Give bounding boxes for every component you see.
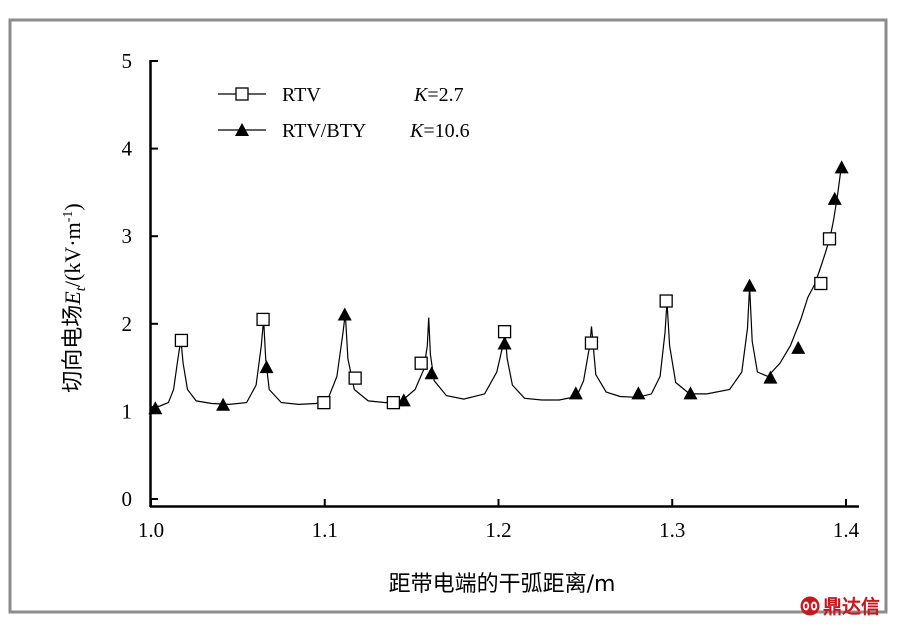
marker-rtv-bty [791, 340, 806, 354]
y-tick-label: 0 [122, 487, 133, 511]
x-tick-label: 1.0 [138, 518, 164, 542]
x-tick-label: 1.3 [659, 518, 685, 542]
marker-rtv [584, 336, 599, 350]
legend-marker-triangle [235, 123, 249, 136]
legend-label-rtv: RTV [282, 84, 321, 106]
marker-rtv [174, 333, 189, 348]
marker-rtv [317, 395, 331, 410]
marker-rtv-bty [337, 307, 352, 321]
marker-rtv-bty [742, 278, 757, 292]
legend-marker-square [235, 87, 249, 101]
marker-rtv [814, 276, 828, 291]
legend-k-rtv-bty: K=10.6 [409, 120, 470, 142]
marker-rtv [386, 395, 401, 410]
y-tick-label: 3 [122, 224, 133, 248]
marker-rtv-bty [568, 386, 583, 400]
y-tick-label: 4 [122, 137, 133, 161]
marker-rtv-bty [259, 360, 274, 374]
marker-rtv-bty [683, 386, 698, 400]
series-markers [148, 160, 849, 415]
marker-rtv-bty [497, 336, 512, 350]
legend-label-rtv-bty: RTV/BTY [282, 120, 366, 142]
y-tick-label: 2 [122, 312, 133, 336]
legend-item-rtv-bty: RTV/BTY K=10.6 [218, 120, 470, 142]
marker-rtv [256, 312, 270, 327]
y-tick-label: 1 [122, 399, 133, 423]
marker-rtv-bty [834, 160, 849, 174]
marker-rtv-bty [827, 191, 842, 205]
watermark: 鼎达信 [800, 595, 880, 618]
marker-rtv-bty [396, 393, 411, 407]
marker-rtv [822, 232, 837, 246]
x-tick-label: 1.4 [833, 518, 860, 542]
marker-rtv-bty [424, 366, 439, 380]
watermark-text: 鼎达信 [823, 595, 880, 618]
y-axis-title: 切向电场Et/(kV·m-1) [60, 203, 89, 392]
x-axis-title: 距带电端的干弧距离/m [389, 572, 616, 597]
watermark-logo-icon [800, 596, 820, 616]
marker-rtv-bty [148, 401, 163, 415]
plot-area: 0 1 2 3 4 5 1.0 1.1 1.2 1.3 1.4 [122, 49, 860, 542]
marker-rtv [497, 325, 512, 339]
y-tick-label: 5 [122, 49, 133, 73]
x-tick-label: 1.1 [312, 518, 338, 542]
axis-tick-labels: 0 1 2 3 4 5 1.0 1.1 1.2 1.3 1.4 [122, 49, 860, 542]
marker-rtv [348, 371, 362, 385]
legend: RTV K=2.7 RTV/BTY K=10.6 [218, 84, 470, 142]
axis-ticks [150, 60, 847, 507]
legend-k-rtv: K=2.7 [413, 84, 464, 106]
marker-rtv-bty [631, 386, 646, 400]
x-tick-label: 1.2 [485, 518, 511, 542]
figure-frame [8, 18, 888, 614]
marker-rtv [659, 294, 673, 308]
marker-rtv [414, 356, 428, 370]
marker-rtv-bty [763, 370, 778, 384]
marker-rtv-bty [216, 397, 231, 411]
legend-item-rtv: RTV K=2.7 [218, 84, 464, 106]
